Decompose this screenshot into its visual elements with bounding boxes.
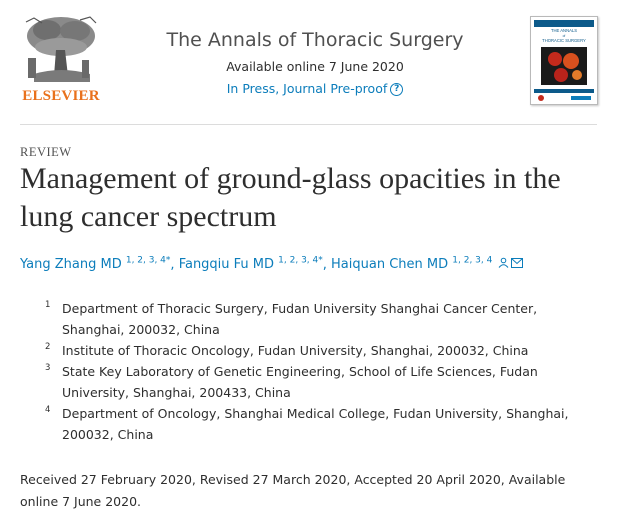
affiliation-text: State Key Laboratory of Genetic Engineer… (62, 364, 538, 400)
affiliation-number: 4 (45, 405, 51, 415)
header-divider (20, 124, 597, 125)
affiliation-number: 1 (45, 300, 51, 310)
cover-title-1: THE ANNALS (551, 28, 577, 33)
envelope-icon[interactable] (511, 257, 524, 272)
author-name[interactable]: Fangqiu Fu MD (178, 257, 275, 273)
article-status[interactable]: In Press, Journal Pre-proof? (140, 81, 490, 96)
affiliation-item: 1 Department of Thoracic Surgery, Fudan U… (45, 298, 590, 340)
author-affil-refs[interactable]: 1, 2, 3, 4* (278, 256, 323, 266)
article-history: Received 27 February 2020, Revised 27 Ma… (20, 472, 566, 509)
author-affil-refs[interactable]: 1, 2, 3, 4* (125, 256, 171, 266)
affiliation-item: 3 State Key Laboratory of Genetic Enginee… (45, 361, 590, 403)
cover-title-2: of (563, 34, 566, 38)
publisher-name: ELSEVIER (22, 88, 100, 104)
journal-title[interactable]: The Annals of Thoracic Surgery (166, 29, 464, 51)
person-icon[interactable] (498, 257, 509, 272)
affiliation-number: 3 (45, 363, 51, 373)
affiliation-item: 4 Department of Oncology, Shanghai Medica… (45, 403, 590, 445)
affiliation-list: 1 Department of Thoracic Surgery, Fudan U… (45, 298, 590, 445)
author-link[interactable]: Fangqiu Fu MD 1, 2, 3, 4* (178, 256, 323, 273)
affiliation-text: Department of Oncology, Shanghai Medical… (62, 406, 569, 442)
availability-date: Available online 7 June 2020 (226, 59, 404, 74)
question-circle-icon[interactable]: ? (390, 83, 404, 96)
elsevier-tree-icon (20, 14, 102, 86)
affiliation-text: Department of Thoracic Surgery, Fudan Un… (62, 301, 538, 337)
article-type: REVIEW (20, 145, 72, 159)
affiliation-item: 2 Institute of Thoracic Oncology, Fudan U… (45, 340, 590, 361)
author-affil-refs[interactable]: 1, 2, 3, 4 (452, 256, 493, 266)
author-name[interactable]: Haiquan Chen MD (331, 257, 449, 273)
journal-cover[interactable]: THE ANNALS of THORACIC SURGERY (530, 16, 598, 105)
affiliation-text: Institute of Thoracic Oncology, Fudan Un… (62, 343, 529, 358)
cover-title-3: THORACIC SURGERY (542, 38, 586, 43)
elsevier-logo[interactable]: ELSEVIER (20, 14, 102, 106)
author-link[interactable]: Yang Zhang MD 1, 2, 3, 4* (20, 256, 171, 273)
author-name[interactable]: Yang Zhang MD (20, 257, 122, 273)
journal-cover-image: THE ANNALS of THORACIC SURGERY (531, 17, 597, 104)
article-status-label[interactable]: In Press, Journal Pre-proof (226, 81, 388, 96)
author-link[interactable]: Haiquan Chen MD 1, 2, 3, 4 (331, 256, 493, 273)
author-list: Yang Zhang MD 1, 2, 3, 4*, Fangqiu Fu MD… (20, 256, 610, 272)
article-title: Management of ground-glass opacities in … (20, 162, 561, 233)
affiliation-number: 2 (45, 342, 51, 352)
